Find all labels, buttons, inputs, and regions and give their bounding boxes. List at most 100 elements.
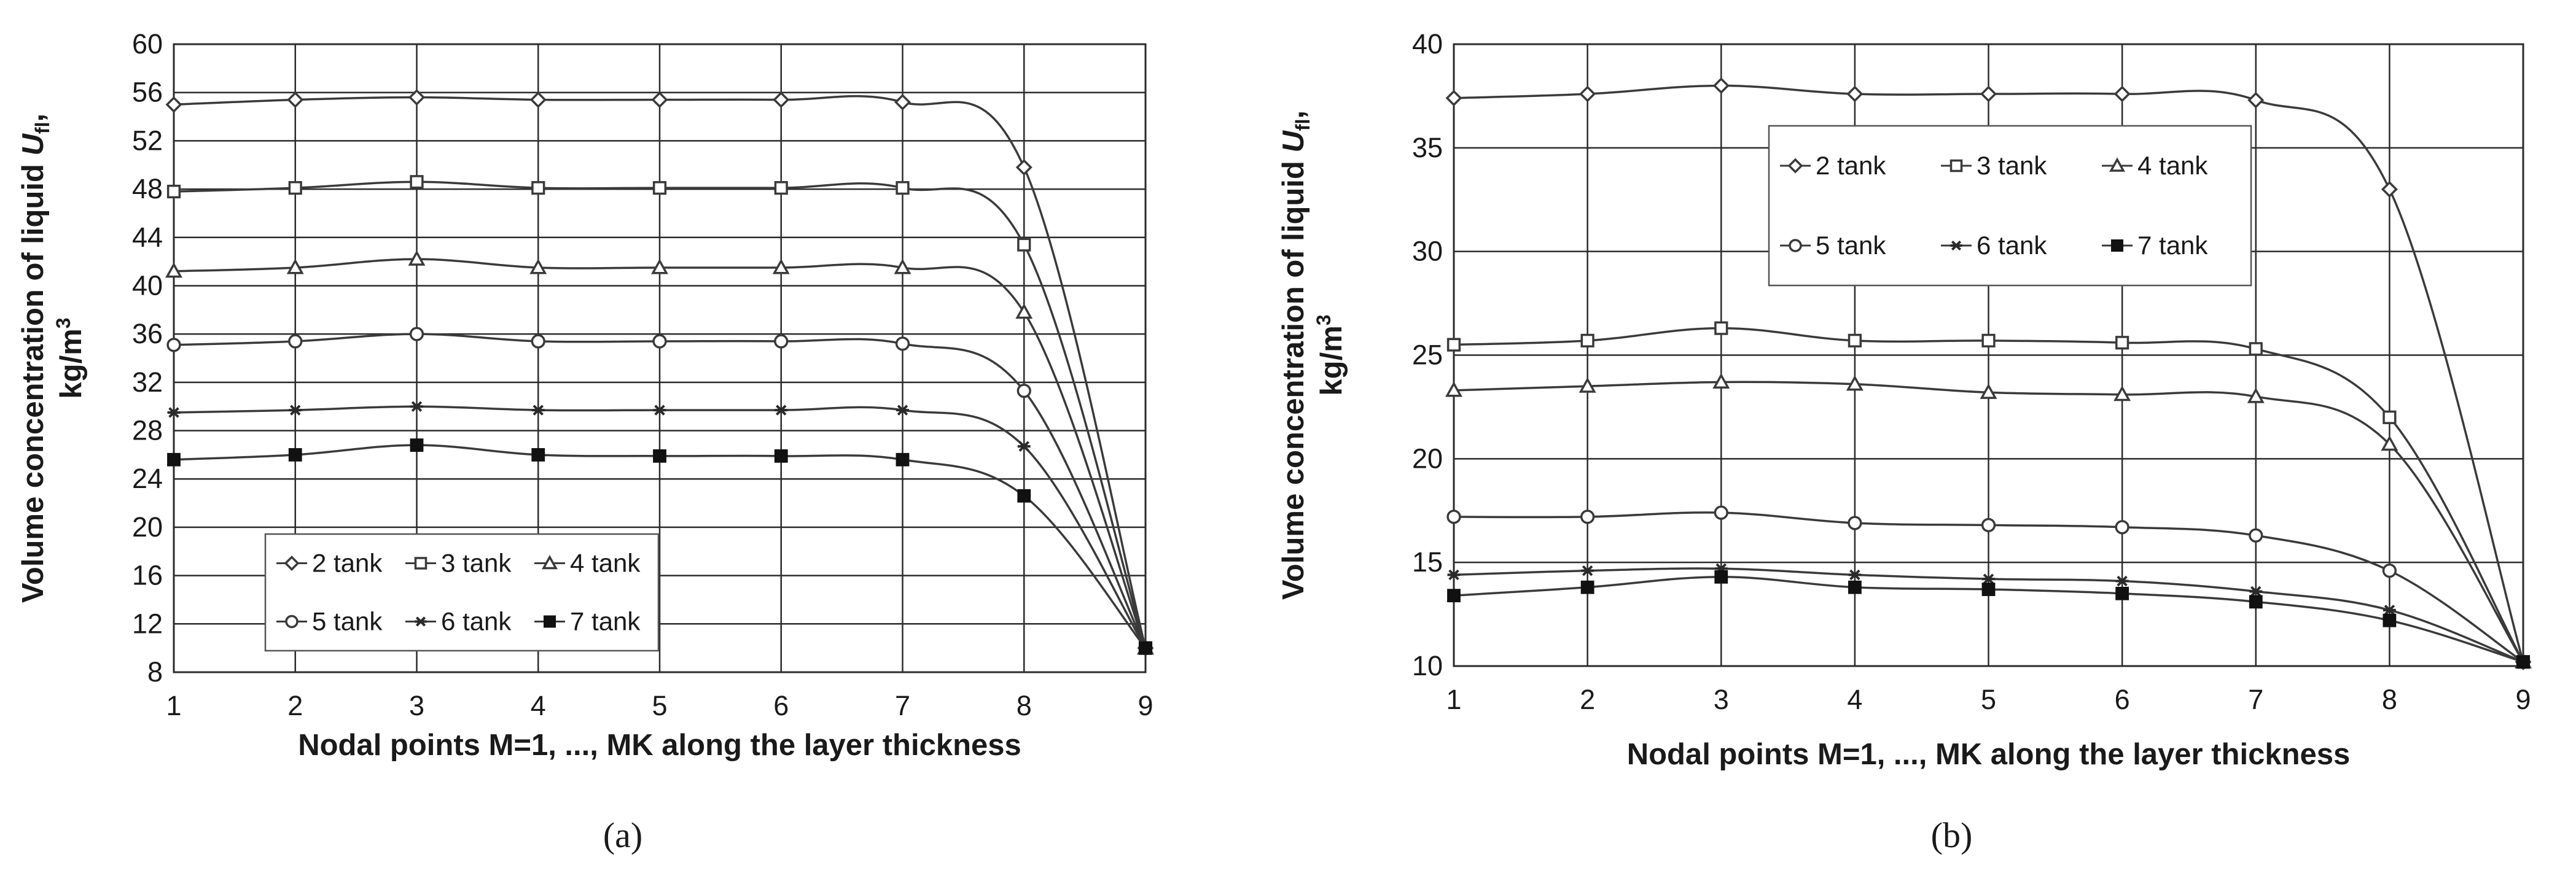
data-point [2249,342,2263,356]
x-tick-label: 9 [2515,684,2531,715]
y-tick-label: 40 [1412,28,1443,60]
data-point [1579,85,1596,103]
x-tick-label: 2 [287,690,303,721]
series-5-tank [1446,505,2531,669]
series-line [173,95,1147,649]
series-3-tank [166,175,1153,655]
legend-marker [544,615,556,628]
data-point [652,334,667,349]
data-point [165,96,182,113]
y-tick-label: 8 [147,656,163,688]
legend: 2 tank 3 tank 4 tank 5 tank 6 tank 7 tank [1768,125,2252,287]
data-point [1446,510,1461,524]
series-line [173,405,1147,649]
data-point [1848,580,1862,594]
data-point [531,448,545,462]
legend-label: 5 tank [1816,231,1886,260]
data-point [1712,373,1730,389]
y-axis-unit-superscript: 3 [1313,314,1335,325]
y-tick-label: 16 [132,560,163,591]
legend-label: 2 tank [312,549,383,578]
x-tick-label: 5 [652,690,667,721]
data-point [1712,77,1730,95]
x-tick-label: 1 [166,690,181,721]
x-tick-label: 3 [409,690,424,721]
data-point [1017,489,1031,503]
series-7-tank [1447,570,2530,669]
data-point [773,91,790,108]
data-point [2115,520,2129,535]
data-point [1015,303,1033,319]
y-axis-title-symbol: U [1277,130,1310,152]
legend: 2 tank 3 tank 4 tank 5 tank 6 tank 7 tank [264,533,660,652]
data-point [894,93,911,110]
series-4-tank [1445,373,2532,669]
data-point [653,405,666,416]
data-point [1579,377,1596,393]
data-point [2113,386,2131,401]
data-point [1980,383,1997,399]
legend-marker [542,554,558,570]
data-point [895,336,910,351]
series-7-tank [167,438,1152,655]
data-point [2249,595,2263,609]
y-tick-label: 35 [1412,132,1443,163]
data-point [1017,441,1031,452]
data-point [2381,435,2398,451]
data-point [651,91,668,108]
data-point [774,181,788,195]
data-point [1714,570,1728,584]
data-point [1017,383,1031,398]
data-point [2383,410,2397,424]
data-point [896,181,910,195]
y-tick-label: 44 [132,222,163,253]
y-axis-title-text: Volume concentration of liquid [17,155,50,603]
y-tick-label: 24 [132,463,163,494]
data-point [2383,605,2396,616]
data-point [775,405,788,416]
data-point [531,334,545,349]
data-point [653,449,666,463]
data-point [1980,85,1997,103]
legend-box [1768,125,2252,287]
data-point [2115,586,2129,600]
legend-label: 2 tank [1816,151,1886,180]
data-point [1139,641,1152,655]
series-6-tank [167,401,1152,654]
x-tick-label: 3 [1714,684,1729,715]
legend-marker [285,614,299,629]
data-point [1981,517,1996,533]
data-point [1447,569,1461,581]
data-point [289,405,302,416]
legend-marker [2109,157,2125,172]
y-axis-title: Volume concentration of liquid Ufl, [17,114,53,603]
data-point [2249,586,2263,597]
data-point [287,91,304,108]
y-tick-label: 52 [132,125,163,156]
data-point [1580,580,1594,594]
y-axis-title-subscript: fl [1292,119,1314,131]
legend-marker [415,616,427,627]
y-axis-title-comma: , [1277,110,1310,119]
data-point [2382,564,2397,578]
data-point [2249,528,2263,543]
data-point [1447,589,1461,603]
legend-label: 4 tank [570,549,641,578]
data-point [772,258,790,274]
legend-label: 7 tank [2137,231,2208,260]
x-tick-label: 7 [2248,684,2263,715]
data-point [529,91,547,108]
y-tick-label: 25 [1412,339,1443,371]
legend-marker [1950,159,1963,172]
data-point [1846,85,1864,103]
data-point [1015,159,1032,176]
series-line [173,258,1147,649]
x-tick-label: 5 [1981,684,1996,715]
x-tick-label: 2 [1580,684,1595,715]
y-axis-unit: kg/m3 [1313,314,1348,395]
legend-marker [2111,239,2123,252]
y-tick-label: 60 [132,28,163,60]
y-axis-unit: kg/m3 [52,317,88,398]
data-point [288,181,302,195]
y-tick-label: 56 [132,77,163,108]
